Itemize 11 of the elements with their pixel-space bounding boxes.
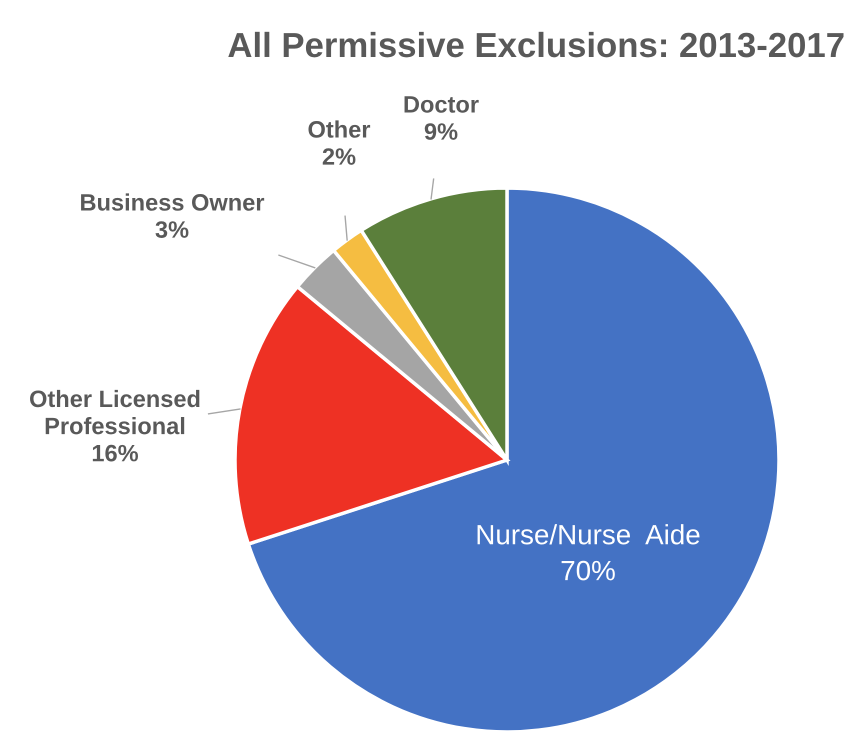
data-label: 3% [155, 221, 188, 238]
slice-label: Nurse/Nurse Aide [478, 524, 700, 544]
slice-label: Business Owner [81, 193, 264, 211]
slice-label: Doctor [404, 96, 479, 113]
chart-title: All Permissive Exclusions: 2013-2017 [228, 32, 844, 58]
slice-label: Other Licensed Professional [30, 390, 200, 434]
data-label: 9% [424, 123, 458, 140]
data-label: 2% [322, 148, 356, 165]
slice-label: Other [308, 120, 370, 138]
data-label: 70% [562, 560, 615, 580]
data-label: 16% [92, 444, 138, 462]
